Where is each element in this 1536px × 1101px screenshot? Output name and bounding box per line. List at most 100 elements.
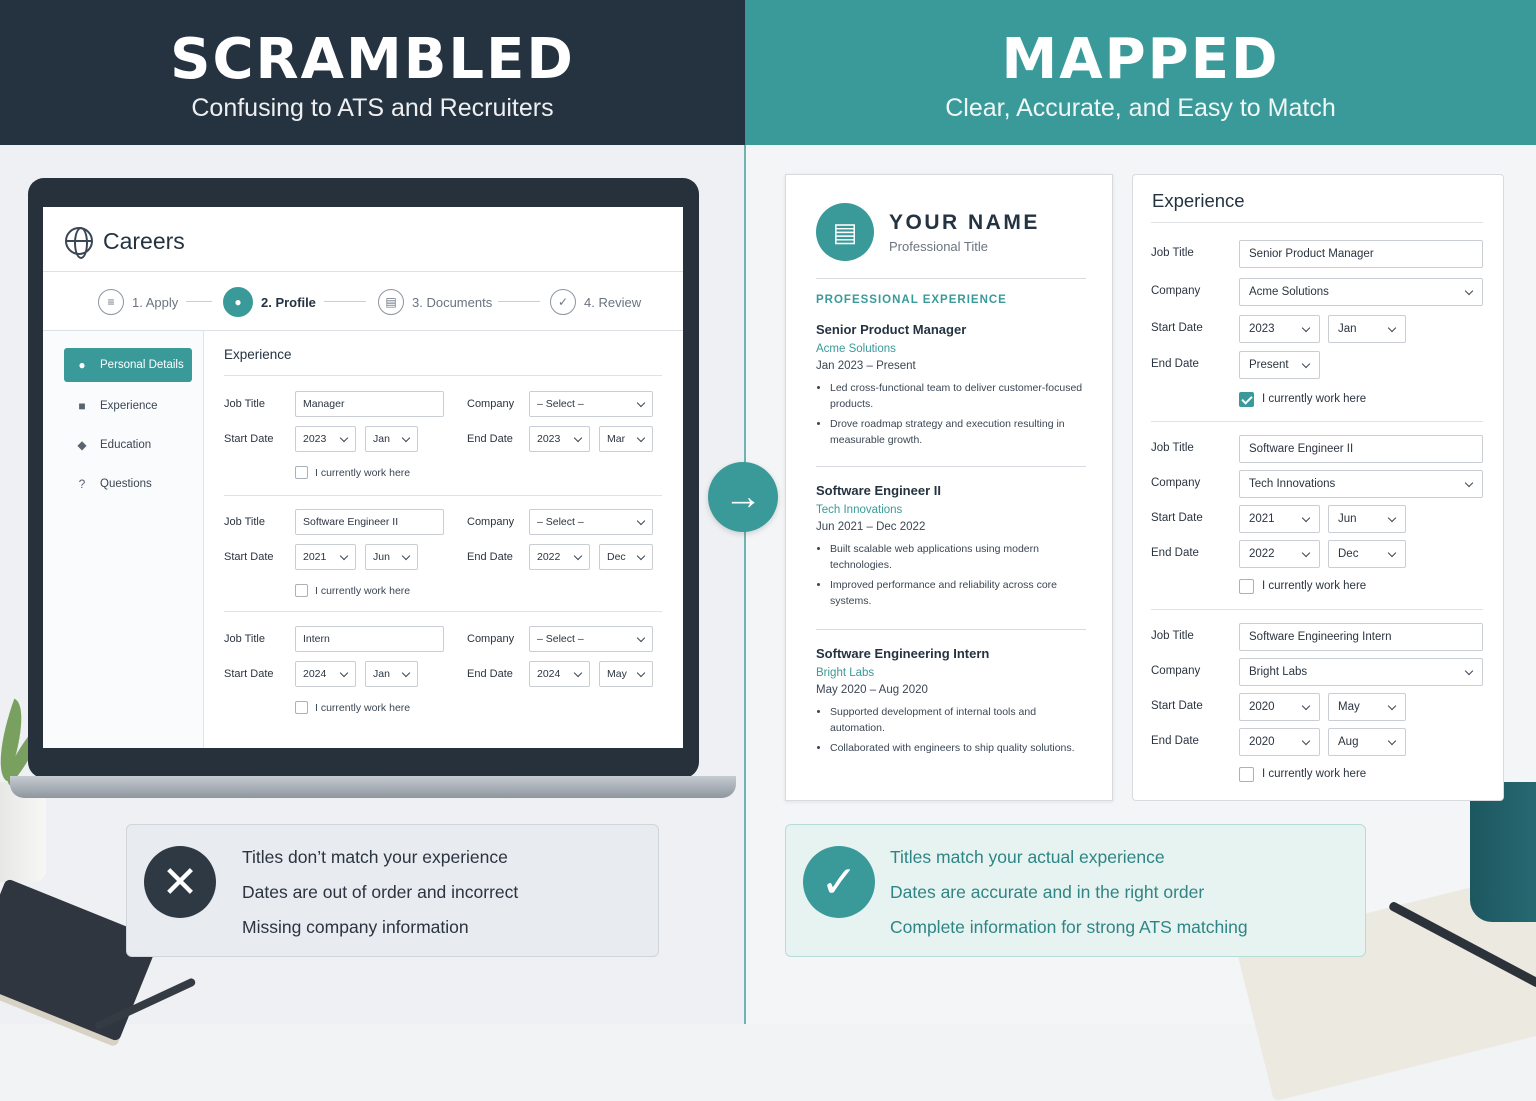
start-year-select[interactable]: 2023 bbox=[1239, 315, 1320, 343]
current-job-checkbox[interactable] bbox=[295, 584, 308, 597]
end-date-select[interactable]: Present bbox=[1239, 351, 1320, 379]
company-label: Company bbox=[467, 516, 515, 528]
end-month-select[interactable]: Dec bbox=[1328, 540, 1406, 568]
sidebar-item-education[interactable]: ◆ Education bbox=[64, 428, 192, 462]
company-select[interactable]: Bright Labs bbox=[1239, 658, 1483, 686]
resume-bullet: Improved performance and reliability acr… bbox=[830, 577, 1086, 609]
mapped-subtitle: Clear, Accurate, and Easy to Match bbox=[945, 94, 1336, 122]
scrambled-subtitle: Confusing to ATS and Recruiters bbox=[191, 94, 554, 122]
document-icon: ▤ bbox=[378, 289, 404, 315]
resume-company: Acme Solutions bbox=[816, 343, 896, 355]
start-month-select[interactable]: Jan bbox=[365, 661, 418, 687]
stepper-divider bbox=[43, 330, 683, 331]
job-title-input[interactable]: Software Engineer II bbox=[295, 509, 444, 535]
resume-company: Bright Labs bbox=[816, 667, 875, 679]
mapped-title: MAPPED bbox=[1001, 27, 1280, 92]
start-month-select[interactable]: Jun bbox=[365, 544, 418, 570]
mapped-benefits-box: ✓ Titles match your actual experience Da… bbox=[785, 824, 1366, 957]
current-job-checkbox[interactable] bbox=[1239, 579, 1254, 594]
issue-text: Titles don’t match your experience bbox=[242, 847, 508, 867]
mapped-header: MAPPED Clear, Accurate, and Easy to Matc… bbox=[745, 0, 1536, 145]
job-title-input[interactable]: Manager bbox=[295, 391, 444, 417]
step-connector bbox=[186, 301, 212, 302]
job-title-input[interactable]: Intern bbox=[295, 626, 444, 652]
end-month-select[interactable]: Mar bbox=[599, 426, 653, 452]
start-year-select[interactable]: 2020 bbox=[1239, 693, 1320, 721]
job-title-label: Job Title bbox=[224, 398, 265, 410]
end-year-select[interactable]: 2022 bbox=[529, 544, 590, 570]
start-date-label: Start Date bbox=[1151, 700, 1203, 712]
panel-title: Experience bbox=[1152, 190, 1245, 211]
scrambled-header: SCRAMBLED Confusing to ATS and Recruiter… bbox=[0, 0, 745, 145]
current-job-checkbox[interactable] bbox=[295, 466, 308, 479]
start-month-select[interactable]: May bbox=[1328, 693, 1406, 721]
user-icon: ● bbox=[223, 287, 253, 317]
benefit-text: Titles match your actual experience bbox=[890, 847, 1165, 867]
current-job-label: I currently work here bbox=[1262, 393, 1367, 405]
benefit-text: Dates are accurate and in the right orde… bbox=[890, 882, 1205, 902]
step-connector bbox=[324, 301, 366, 302]
start-month-select[interactable]: Jun bbox=[1328, 505, 1406, 533]
step-profile[interactable]: ● 2. Profile bbox=[223, 287, 316, 317]
center-divider bbox=[744, 145, 746, 1024]
end-year-select[interactable]: 2024 bbox=[529, 661, 590, 687]
current-job-checkbox[interactable] bbox=[295, 701, 308, 714]
company-select[interactable]: – Select – bbox=[529, 626, 653, 652]
sidebar-item-label: Personal Details bbox=[100, 359, 184, 371]
resume-divider bbox=[816, 629, 1086, 630]
company-select[interactable]: Tech Innovations bbox=[1239, 470, 1483, 498]
sidebar-item-personal-details[interactable]: ● Personal Details bbox=[64, 348, 192, 382]
company-select[interactable]: Acme Solutions bbox=[1239, 278, 1483, 306]
step-label: 2. Profile bbox=[261, 294, 316, 310]
x-icon: ✕ bbox=[144, 846, 216, 918]
start-year-select[interactable]: 2021 bbox=[295, 544, 356, 570]
company-select[interactable]: – Select – bbox=[529, 509, 653, 535]
resume-professional-title: Professional Title bbox=[889, 239, 988, 254]
company-label: Company bbox=[467, 398, 515, 410]
company-label: Company bbox=[1151, 665, 1201, 677]
scrambled-title: SCRAMBLED bbox=[170, 27, 575, 92]
sidebar-item-experience[interactable]: ■ Experience bbox=[64, 389, 192, 423]
resume-dates: May 2020 – Aug 2020 bbox=[816, 684, 928, 696]
start-month-select[interactable]: Jan bbox=[1328, 315, 1406, 343]
resume-bullet: Built scalable web applications using mo… bbox=[830, 541, 1086, 573]
mug-decoration bbox=[1470, 782, 1536, 922]
start-month-select[interactable]: Jan bbox=[365, 426, 418, 452]
resume-section-heading: PROFESSIONAL EXPERIENCE bbox=[816, 294, 1007, 306]
entry-divider bbox=[1151, 609, 1483, 610]
mapped-experience-panel: Experience Job Title Senior Product Mana… bbox=[1132, 174, 1504, 801]
resume-dates: Jan 2023 – Present bbox=[816, 360, 916, 372]
company-label: Company bbox=[1151, 477, 1201, 489]
current-job-checkbox[interactable] bbox=[1239, 767, 1254, 782]
resume-job-title: Software Engineering Intern bbox=[816, 646, 990, 661]
step-documents[interactable]: ▤ 3. Documents bbox=[378, 289, 492, 315]
resume-bullet: Drove roadmap strategy and execution res… bbox=[830, 416, 1086, 448]
job-title-input[interactable]: Senior Product Manager bbox=[1239, 240, 1483, 268]
briefcase-icon: ■ bbox=[78, 399, 86, 413]
end-month-select[interactable]: May bbox=[599, 661, 653, 687]
current-job-checkbox-checked[interactable] bbox=[1239, 392, 1254, 407]
start-date-label: Start Date bbox=[224, 551, 274, 563]
sidebar-item-label: Experience bbox=[100, 400, 158, 412]
start-year-select[interactable]: 2021 bbox=[1239, 505, 1320, 533]
start-year-select[interactable]: 2023 bbox=[295, 426, 356, 452]
company-select[interactable]: – Select – bbox=[529, 391, 653, 417]
end-year-select[interactable]: 2022 bbox=[1239, 540, 1320, 568]
step-review[interactable]: ✓ 4. Review bbox=[550, 289, 641, 315]
job-title-input[interactable]: Software Engineering Intern bbox=[1239, 623, 1483, 651]
end-month-select[interactable]: Aug bbox=[1328, 728, 1406, 756]
sidebar-item-questions[interactable]: ? Questions bbox=[64, 467, 192, 501]
sidebar-item-label: Education bbox=[100, 439, 152, 451]
company-label: Company bbox=[467, 633, 515, 645]
scrambled-issues-box: ✕ Titles don’t match your experience Dat… bbox=[126, 824, 659, 957]
end-year-select[interactable]: 2023 bbox=[529, 426, 590, 452]
plant-pot-decoration bbox=[0, 782, 46, 882]
job-title-label: Job Title bbox=[1151, 442, 1194, 454]
resume-bullet: Supported development of internal tools … bbox=[830, 704, 1086, 736]
start-year-select[interactable]: 2024 bbox=[295, 661, 356, 687]
end-month-select[interactable]: Dec bbox=[599, 544, 653, 570]
current-job-label: I currently work here bbox=[315, 702, 411, 714]
end-year-select[interactable]: 2020 bbox=[1239, 728, 1320, 756]
job-title-input[interactable]: Software Engineer II bbox=[1239, 435, 1483, 463]
step-apply[interactable]: ≡ 1. Apply bbox=[98, 289, 178, 315]
